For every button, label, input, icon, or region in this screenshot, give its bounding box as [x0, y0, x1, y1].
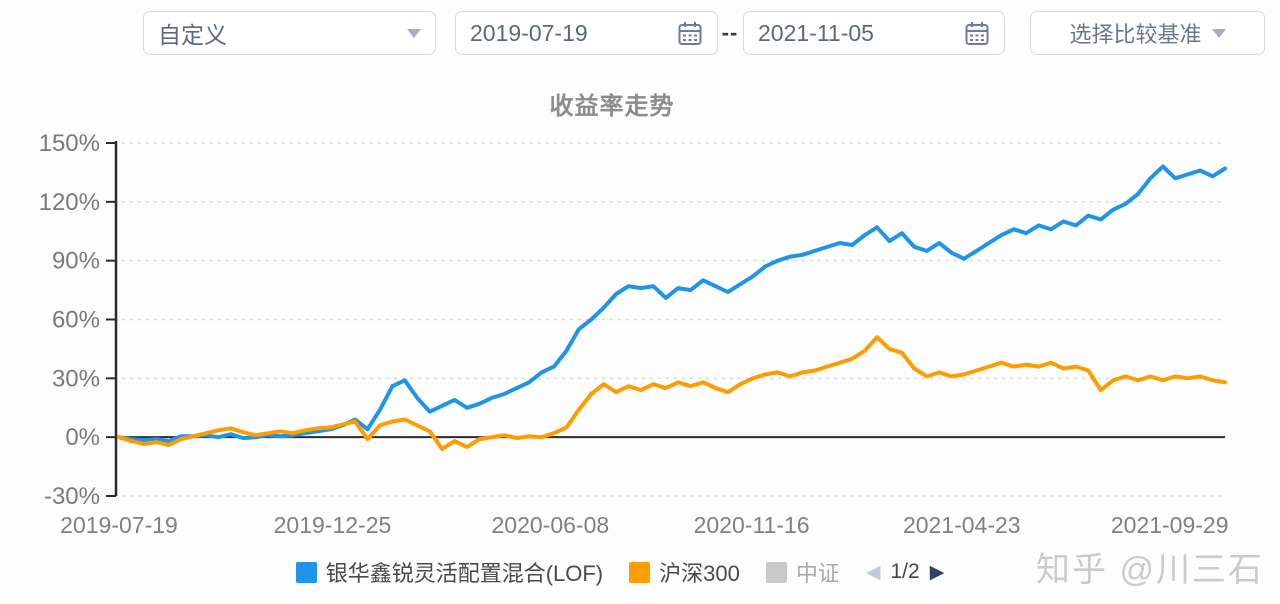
- svg-text:30%: 30%: [52, 365, 100, 392]
- legend-swatch: [295, 561, 317, 583]
- svg-text:60%: 60%: [52, 307, 100, 334]
- calendar-icon: [678, 21, 702, 45]
- benchmark-placeholder: 选择比较基准: [1069, 22, 1202, 47]
- legend-page-indicator: 1/2: [890, 560, 920, 583]
- date-range-separator: --: [721, 20, 739, 45]
- legend-item-csi300[interactable]: 沪深300: [629, 556, 740, 588]
- chart-legend: 银华鑫锐灵活配置混合(LOF) 沪深300 中证 ◀ 1/2 ▶: [0, 556, 1240, 588]
- svg-text:2021-04-23: 2021-04-23: [903, 512, 1021, 538]
- legend-pager: ◀ 1/2 ▶: [866, 560, 944, 584]
- legend-swatch: [629, 561, 651, 583]
- start-date-picker[interactable]: 2019-07-19: [455, 11, 718, 55]
- yield-trend-line-chart: 150% 120% 90% 60% 30% 0% -30%2019-07-19 2019-12…: [39, 130, 1229, 538]
- svg-text:2019-07-19: 2019-07-19: [60, 512, 178, 538]
- svg-text:2020-06-08: 2020-06-08: [492, 512, 610, 538]
- calendar-icon: [965, 21, 989, 45]
- chevron-down-icon: [407, 28, 421, 38]
- svg-text:2020-11-16: 2020-11-16: [694, 512, 810, 538]
- svg-text:-30%: -30%: [44, 483, 100, 510]
- end-date-picker[interactable]: 2021-11-05: [743, 11, 1005, 55]
- legend-prev-page-icon[interactable]: ◀: [865, 561, 881, 583]
- legend-next-page-icon[interactable]: ▶: [929, 561, 945, 583]
- svg-text:2019-12-25: 2019-12-25: [274, 512, 392, 538]
- svg-text:150%: 150%: [39, 130, 100, 157]
- benchmark-select-dropdown[interactable]: 选择比较基准: [1030, 11, 1265, 55]
- legend-label: 银华鑫锐灵活配置混合(LOF): [325, 561, 604, 586]
- chart-title: 收益率走势: [549, 93, 675, 120]
- legend-label: 中证: [795, 561, 838, 586]
- svg-text:2021-09-29: 2021-09-29: [1111, 512, 1229, 538]
- watermark: 知乎 @川三石: [1036, 551, 1264, 589]
- svg-text:0%: 0%: [65, 424, 100, 451]
- legend-item-csi-clipped[interactable]: 中证: [765, 556, 838, 588]
- legend-swatch: [765, 561, 787, 583]
- legend-item-fund[interactable]: 银华鑫锐灵活配置混合(LOF): [295, 556, 604, 588]
- end-date-value: 2021-11-05: [758, 19, 874, 46]
- legend-label: 沪深300: [659, 561, 740, 586]
- date-range-preset-dropdown[interactable]: 自定义: [143, 11, 436, 55]
- start-date-value: 2019-07-19: [470, 19, 588, 46]
- chevron-down-icon: [1211, 28, 1226, 38]
- svg-text:120%: 120%: [39, 189, 100, 216]
- svg-text:90%: 90%: [52, 248, 100, 275]
- preset-value: 自定义: [158, 22, 227, 48]
